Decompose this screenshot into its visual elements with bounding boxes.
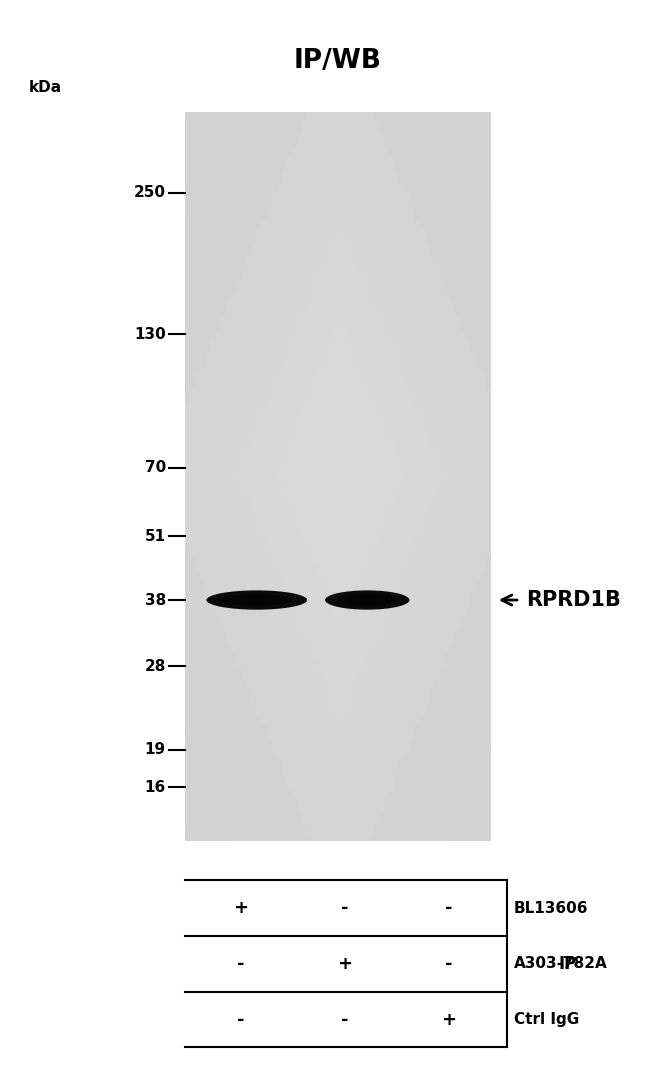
Text: -: - [237,955,244,972]
Text: 38: 38 [144,592,166,607]
Text: Ctrl IgG: Ctrl IgG [514,1012,578,1027]
Text: 130: 130 [134,327,166,342]
Text: 51: 51 [144,529,166,544]
Text: 19: 19 [144,742,166,757]
Text: +: + [337,955,352,972]
Text: -: - [445,900,452,917]
Text: 16: 16 [144,780,166,795]
Bar [185,112,491,841]
Text: -: - [237,1011,244,1028]
Text: RPRD1B: RPRD1B [526,590,621,610]
Text: -: - [445,955,452,972]
Text: 28: 28 [144,659,166,674]
Text: IP: IP [559,955,577,972]
Text: -: - [341,900,348,917]
Text: 250: 250 [134,185,166,200]
Text: IP/WB: IP/WB [294,48,382,74]
Text: -: - [341,1011,348,1028]
Ellipse shape [338,594,396,606]
Text: +: + [441,1011,456,1028]
Text: +: + [233,900,248,917]
Text: A303-782A: A303-782A [514,956,607,971]
Text: kDa: kDa [29,80,62,95]
Ellipse shape [207,590,307,609]
Ellipse shape [222,594,292,606]
Ellipse shape [325,590,410,609]
Text: BL13606: BL13606 [514,901,588,916]
Text: 70: 70 [144,461,166,476]
